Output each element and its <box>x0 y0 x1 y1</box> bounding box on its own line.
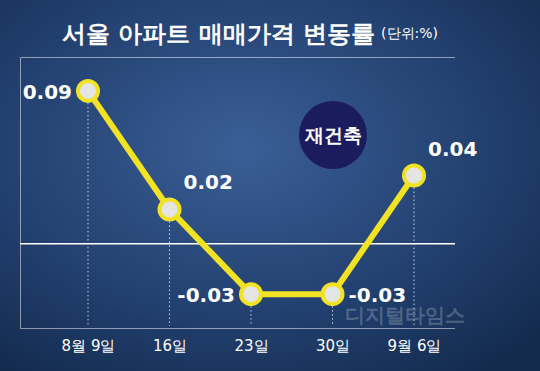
drop-line <box>169 209 170 326</box>
x-tick-label: 30일 <box>316 337 350 355</box>
drop-line <box>414 176 415 326</box>
data-label: -0.03 <box>349 283 407 307</box>
marker <box>404 166 424 186</box>
plot-area <box>78 81 424 326</box>
marker <box>160 199 180 219</box>
x-tick: 16일 <box>153 337 187 355</box>
badge-label: 재건축 <box>304 124 362 146</box>
marker <box>323 284 343 304</box>
x-axis: 8월 9일 16일 23일 30일 9월 6일 <box>62 337 442 355</box>
x-tick-label: 23일 <box>234 337 268 355</box>
data-label: -0.03 <box>177 283 235 307</box>
subtitle: (단위:%) <box>381 25 438 41</box>
marker <box>78 81 98 101</box>
data-label: 0.02 <box>184 170 233 194</box>
grid-line <box>20 243 455 245</box>
drop-line <box>88 91 89 326</box>
line <box>88 91 414 294</box>
x-tick: 9월 6일 <box>388 337 442 355</box>
chart: 서울 아파트 매매가격 변동률(단위:%)디지털타임스재건축8월 9일16일23… <box>0 0 540 371</box>
badge-circle <box>299 101 367 169</box>
x-tick: 8월 9일 <box>62 337 116 355</box>
data-label: 0.04 <box>428 137 477 161</box>
y-axis <box>20 58 455 329</box>
data-label: 0.09 <box>23 80 72 104</box>
y-tick <box>20 243 455 244</box>
background <box>0 0 540 371</box>
y-axis-line <box>21 58 456 329</box>
x-tick: 23일 <box>234 337 268 355</box>
x-tick-label: 8월 9일 <box>62 337 116 355</box>
x-tick-label: 9월 6일 <box>388 337 442 355</box>
title: 서울 아파트 매매가격 변동률 <box>62 20 375 48</box>
x-tick-label: 16일 <box>153 337 187 355</box>
marker <box>241 284 261 304</box>
x-tick: 30일 <box>316 337 350 355</box>
